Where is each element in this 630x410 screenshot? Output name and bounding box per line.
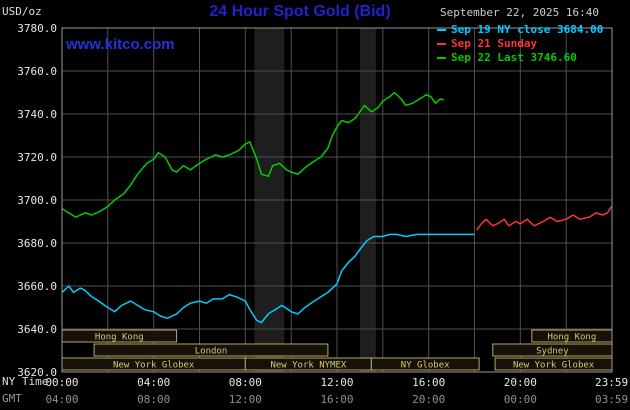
svg-text:3720.0: 3720.0 [17,151,57,164]
session-label: New York Globex [513,361,595,371]
series-line-sep-21-sunday [476,206,613,231]
gmt-tick: 03:59 [595,393,628,406]
ny-time-tick: 20:00 [504,376,537,389]
session-label: Sydney [536,347,569,357]
gmt-tick: 20:00 [412,393,445,406]
session-label: London [195,347,228,357]
session-label: New York NYMEX [270,361,346,371]
red-dash-icon [437,43,446,45]
green-dash-icon [437,57,446,59]
gmt-tick: 12:00 [229,393,262,406]
cyan-dash-icon [437,29,446,31]
ny-time-tick: 12:00 [320,376,353,389]
svg-text:3700.0: 3700.0 [17,194,57,207]
ny-time-tick: 23:59 [595,376,628,389]
session-label: NY Globex [401,361,450,371]
gmt-tick: 04:00 [45,393,78,406]
legend-item-sep22: Sep 22 Last 3746.60 [437,51,603,65]
y-axis-units-label: USD/oz [2,5,42,18]
legend-label: Sep 19 NY close 3684.00 [451,23,604,36]
legend-item-sep19: Sep 19 NY close 3684.00 [437,23,603,37]
gmt-axis-label: GMT [2,392,22,405]
session-label: New York Globex [113,361,195,371]
gmt-tick: 00:00 [504,393,537,406]
ny-time-tick: 08:00 [229,376,262,389]
svg-text:3740.0: 3740.0 [17,108,57,121]
session-box [370,357,480,371]
session-label: Hong Kong [95,333,144,343]
chart-title: 24 Hour Spot Gold (Bid) [209,3,391,20]
gmt-tick: 08:00 [137,393,170,406]
session-label: Hong Kong [548,333,597,343]
y-axis-tick-labels: 3620.0 3640.0 3660.0 3680.0 3700.0 3720.0 3740… [17,22,57,379]
svg-text:3680.0: 3680.0 [17,237,57,250]
gmt-tick: 16:00 [320,393,353,406]
legend-label: Sep 22 Last 3746.60 [451,51,577,64]
svg-text:3760.0: 3760.0 [17,65,57,78]
datetime-label: September 22, 2025 16:40 [440,6,599,19]
ny-time-tick: 04:00 [137,376,170,389]
gridlines [61,27,613,373]
svg-text:3660.0: 3660.0 [17,280,57,293]
x-axis-tick-labels: 00:00 04:00 04:00 08:00 08:00 12:00 12:00 16:00… [45,376,628,406]
ny-time-tick: 16:00 [412,376,445,389]
series-line-sep-22-last [61,91,445,218]
series-line-sep-19-ny-close [61,233,475,324]
svg-text:3620.0: 3620.0 [17,366,57,379]
plot-frame [61,27,613,373]
svg-text:3640.0: 3640.0 [17,323,57,336]
ny-time-axis-label: NY Time [2,375,49,388]
legend-label: Sep 21 Sunday [451,37,538,50]
kitco-watermark-link[interactable]: www.kitco.com [66,36,175,53]
legend-item-sep21: Sep 21 Sunday [437,37,603,51]
session-box [93,343,329,357]
ny-time-tick: 00:00 [45,376,78,389]
legend: Sep 19 NY close 3684.00 Sep 21 Sunday Se… [437,23,603,65]
svg-text:3780.0: 3780.0 [17,22,57,35]
